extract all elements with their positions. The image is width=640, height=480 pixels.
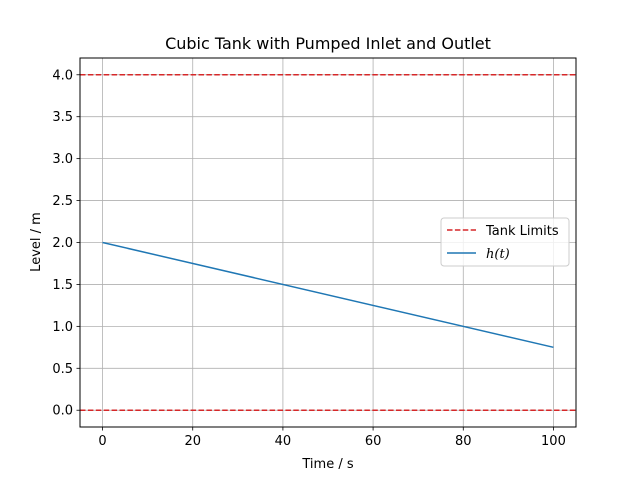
- y-tick-label: 0.0: [52, 404, 73, 419]
- x-tick-label: 0: [98, 434, 106, 449]
- x-tick-label: 80: [455, 434, 472, 449]
- y-tick-label: 2.0: [52, 236, 73, 251]
- y-axis-ticks: 0.0 0.5 1.0 1.5 2.0 2.5 3.0 3.5 4.0: [52, 68, 80, 419]
- y-tick-label: 4.0: [52, 68, 73, 83]
- x-tick-label: 40: [275, 434, 292, 449]
- x-axis-ticks: 0 20 40 60 80 100: [98, 427, 566, 449]
- chart-title: Cubic Tank with Pumped Inlet and Outlet: [165, 34, 491, 53]
- legend-tank-limits-label: Tank Limits: [485, 224, 559, 239]
- y-tick-label: 3.0: [52, 152, 73, 167]
- x-tick-label: 60: [365, 434, 382, 449]
- x-tick-label: 20: [184, 434, 201, 449]
- y-tick-label: 0.5: [52, 362, 73, 377]
- y-tick-label: 3.5: [52, 110, 73, 125]
- legend: Tank Limits h(t): [440, 217, 570, 267]
- x-tick-label: 100: [541, 434, 566, 449]
- y-tick-label: 2.5: [52, 194, 73, 209]
- y-axis-label: Level / m: [29, 212, 44, 272]
- y-tick-label: 1.5: [52, 278, 73, 293]
- series-line-h-t: [102, 241, 554, 349]
- legend-series-label: h(t): [486, 247, 510, 262]
- series: [102, 241, 554, 349]
- x-axis-label: Time / s: [301, 457, 353, 472]
- y-tick-label: 1.0: [52, 320, 73, 335]
- tank-limits: [80, 74, 576, 411]
